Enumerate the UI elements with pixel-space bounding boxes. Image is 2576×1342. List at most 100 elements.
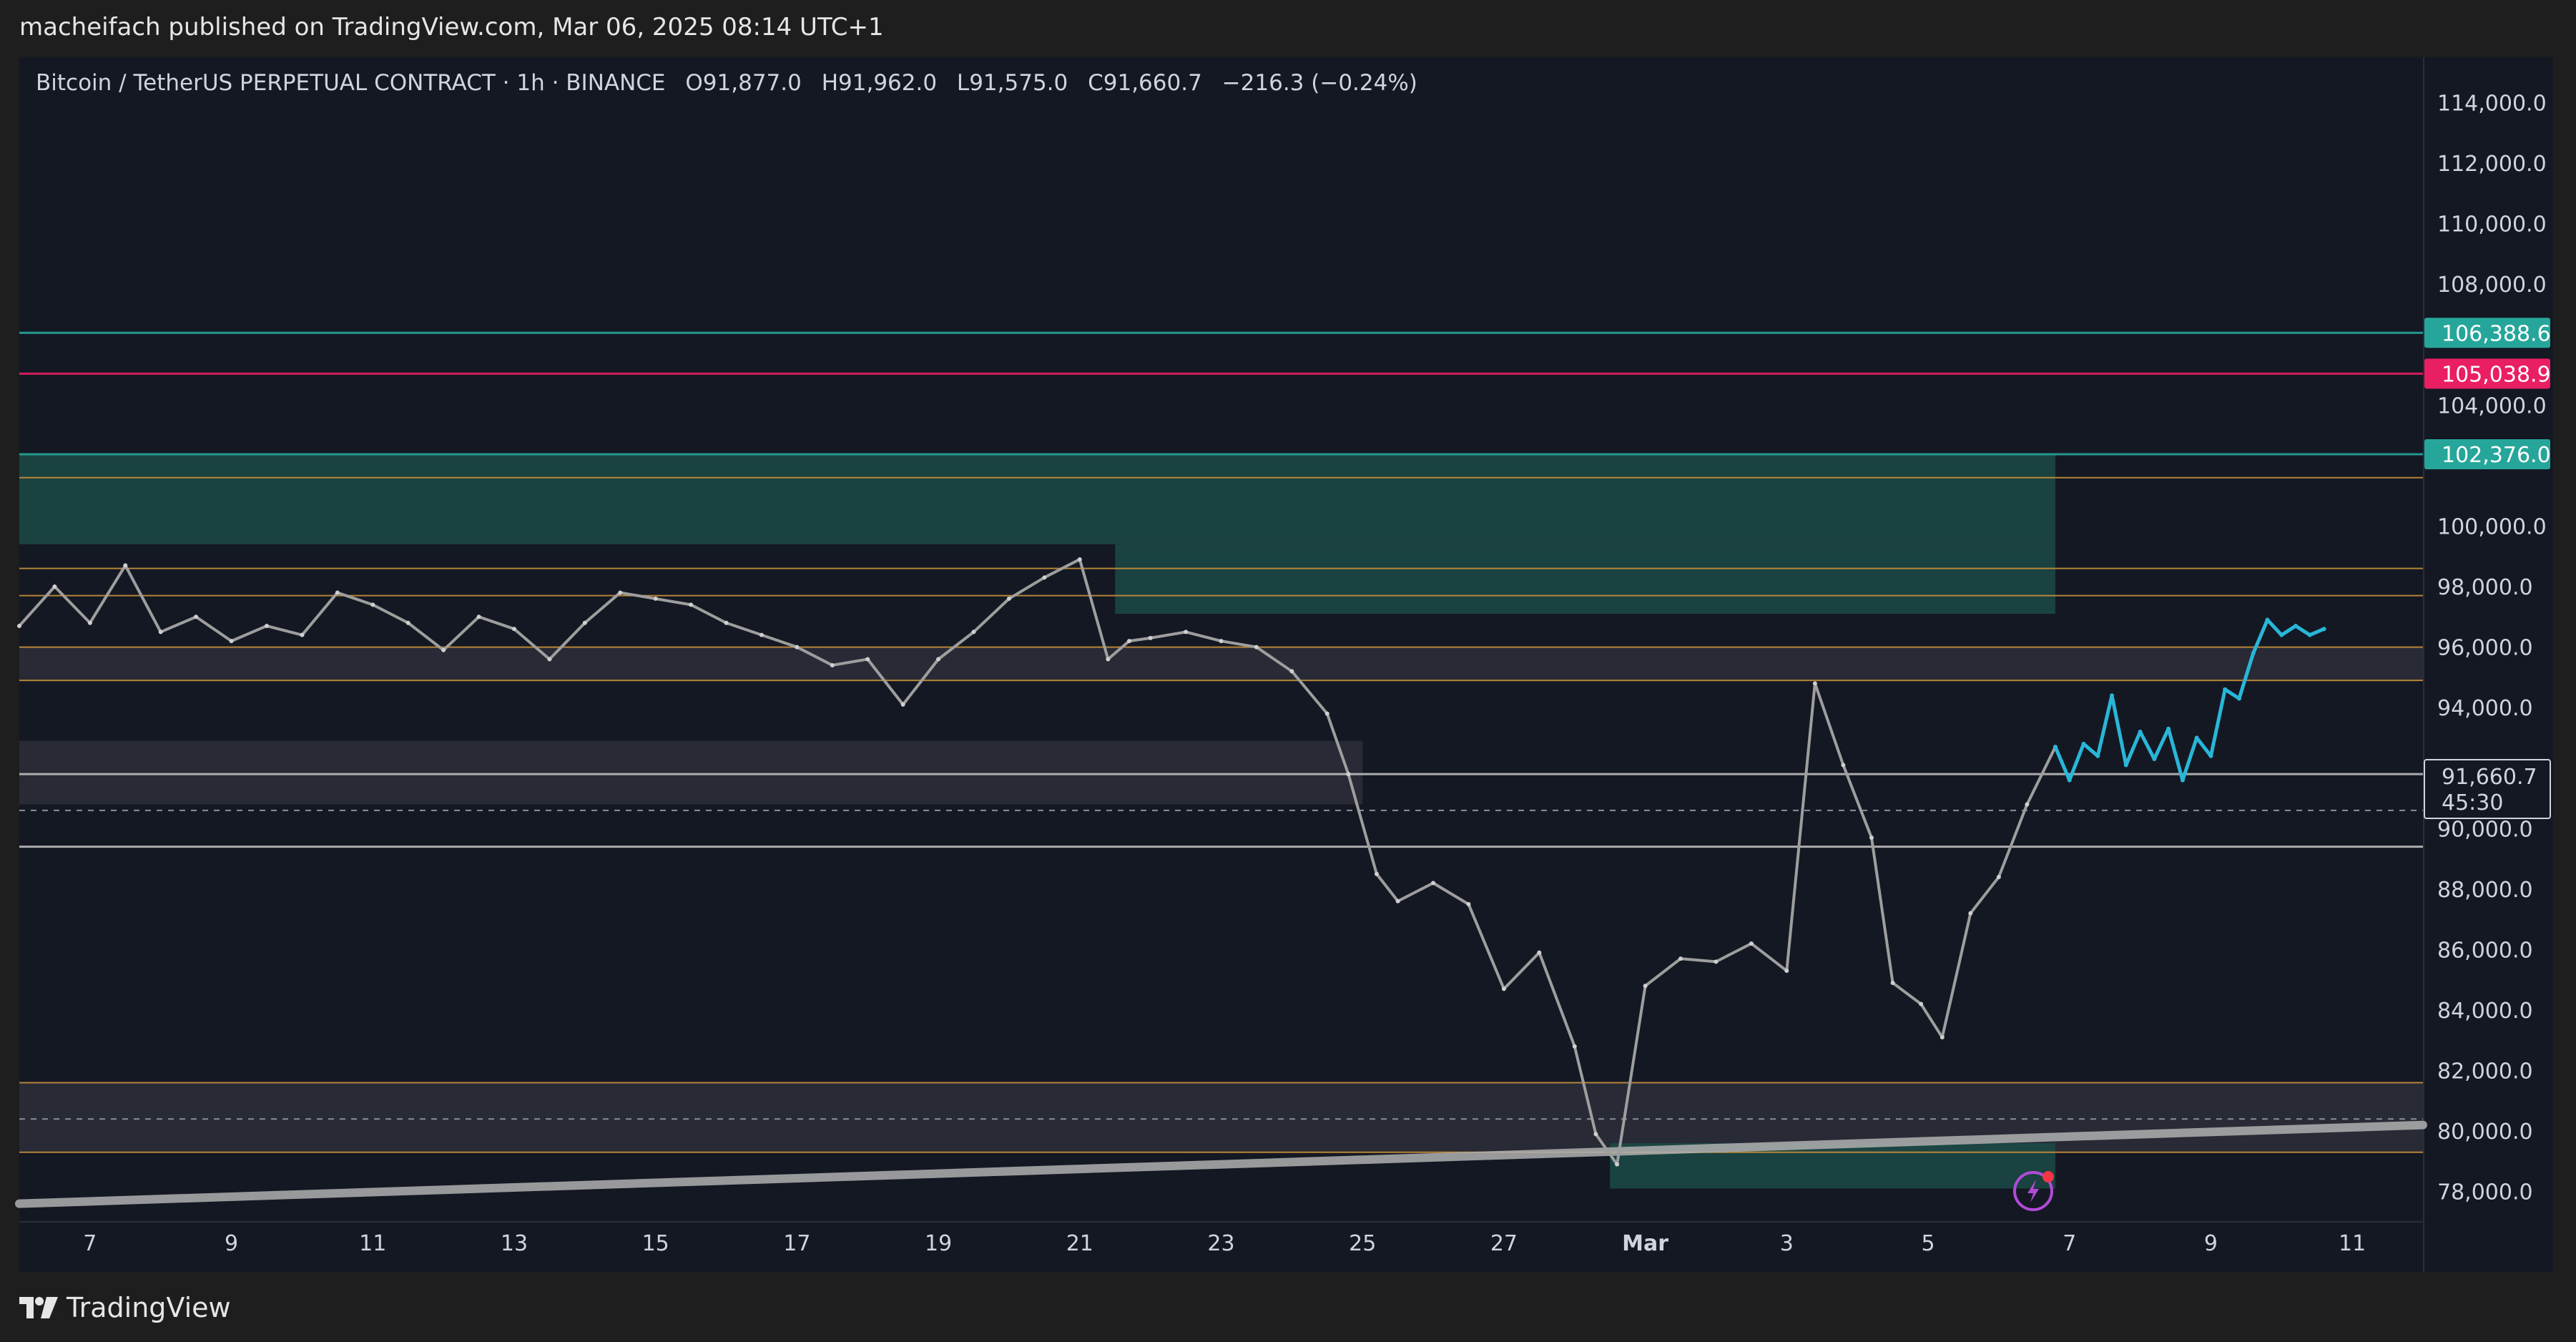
price-point: [264, 623, 269, 628]
projection-point: [2251, 651, 2256, 656]
price-point: [936, 657, 941, 662]
tradingview-brand: TradingView: [67, 1292, 231, 1323]
price-point: [724, 620, 729, 625]
price-point: [1042, 575, 1047, 580]
zone-3: [19, 740, 1363, 805]
price-tick-label: 82,000.0: [2437, 1059, 2533, 1084]
last-price-label: 91,660.7: [2442, 765, 2537, 790]
price-point: [1006, 596, 1011, 601]
price-tick-label: 94,000.0: [2437, 696, 2533, 721]
lightning-icon[interactable]: [2013, 1171, 2054, 1211]
zone-4: [19, 1082, 2423, 1152]
price-point: [1968, 911, 1973, 916]
price-point: [158, 630, 163, 635]
projection-point: [2208, 753, 2213, 758]
time-tick-label: 11: [2339, 1231, 2366, 1256]
countdown-label: 45:30: [2442, 790, 2503, 816]
price-point: [511, 627, 516, 632]
price-axis[interactable]: [2423, 57, 2553, 1272]
price-point: [653, 596, 658, 601]
price-point: [1784, 969, 1789, 974]
price-point: [1431, 881, 1436, 886]
price-point: [1184, 630, 1189, 635]
projection-point: [2180, 778, 2185, 783]
price-tick-label: 104,000.0: [2437, 393, 2547, 418]
price-point: [1593, 1132, 1598, 1137]
price-point: [759, 632, 764, 637]
price-point: [689, 602, 694, 607]
price-point: [123, 563, 128, 568]
price-badge-label: 102,376.0: [2442, 443, 2551, 468]
projection-point: [2095, 753, 2100, 758]
time-tick-label: 21: [1066, 1231, 1093, 1256]
price-point: [52, 584, 57, 589]
price-point: [971, 630, 976, 635]
legend-open: O91,877.0: [685, 70, 802, 96]
price-point: [476, 614, 481, 619]
price-tick-label: 96,000.0: [2437, 636, 2533, 661]
time-tick-label: 5: [1921, 1231, 1935, 1256]
price-point: [1643, 984, 1648, 989]
price-point: [1106, 657, 1111, 662]
price-point: [1289, 669, 1294, 674]
legend-close: C91,660.7: [1088, 70, 1202, 96]
time-tick-label: 7: [2063, 1231, 2076, 1256]
legend-high: H91,962.0: [821, 70, 938, 96]
projection-point: [2236, 696, 2241, 701]
price-tick-label: 88,000.0: [2437, 878, 2533, 903]
time-tick-label: 3: [1780, 1231, 1794, 1256]
price-point: [1346, 772, 1351, 777]
symbol-legend[interactable]: Bitcoin / TetherUS PERPETUAL CONTRACT · …: [36, 70, 1420, 96]
time-tick-label: 17: [783, 1231, 810, 1256]
legend-low: L91,575.0: [956, 70, 1068, 96]
horizontal-lines-layer: [19, 331, 2423, 1153]
price-point: [1466, 902, 1471, 906]
price-point: [865, 657, 870, 662]
price-tick-label: 98,000.0: [2437, 575, 2533, 600]
price-point: [229, 639, 234, 644]
price-tick-label: 84,000.0: [2437, 999, 2533, 1024]
projection-point: [2321, 627, 2326, 632]
zone-2: [19, 647, 2423, 681]
legend-symbol: Bitcoin / TetherUS PERPETUAL CONTRACT · …: [36, 70, 666, 96]
price-point: [1219, 639, 1224, 644]
price-point: [300, 632, 305, 637]
time-tick-label: 11: [359, 1231, 386, 1256]
price-series-layer: [17, 557, 2326, 1167]
zones-layer: [19, 454, 2423, 1189]
projection-point: [2294, 623, 2299, 628]
price-point: [1077, 557, 1082, 562]
price-point: [2025, 802, 2030, 807]
price-tick-label: 112,000.0: [2437, 152, 2547, 177]
projection-point: [2166, 726, 2171, 731]
price-point: [1869, 835, 1874, 840]
price-point: [17, 623, 21, 628]
price-tick-label: 80,000.0: [2437, 1120, 2533, 1145]
time-tick-label: Mar: [1622, 1231, 1668, 1256]
zone-0: [19, 454, 2055, 544]
price-tick-label: 110,000.0: [2437, 212, 2547, 237]
price-point: [1395, 898, 1400, 903]
time-tick-label: 27: [1490, 1231, 1518, 1256]
price-point: [795, 645, 800, 650]
projection-point: [2265, 617, 2270, 622]
price-point: [582, 620, 587, 625]
time-tick-label: 25: [1349, 1231, 1376, 1256]
trendline-layer: [15, 1120, 2427, 1208]
zone-1: [1115, 544, 2055, 614]
projection-point: [2110, 693, 2115, 698]
price-badge: [2424, 439, 2550, 469]
price-tick-label: 108,000.0: [2437, 273, 2547, 298]
price-point: [87, 620, 92, 625]
price-point: [900, 702, 905, 707]
price-point: [1714, 959, 1719, 964]
price-point: [1501, 986, 1506, 991]
price-point: [547, 657, 552, 662]
price-point: [1996, 874, 2001, 879]
price-point: [618, 590, 623, 595]
projection-point: [2152, 757, 2157, 762]
price-point: [1254, 645, 1259, 650]
price-point: [1615, 1162, 1620, 1167]
tradingview-logo-icon: [19, 1297, 58, 1318]
